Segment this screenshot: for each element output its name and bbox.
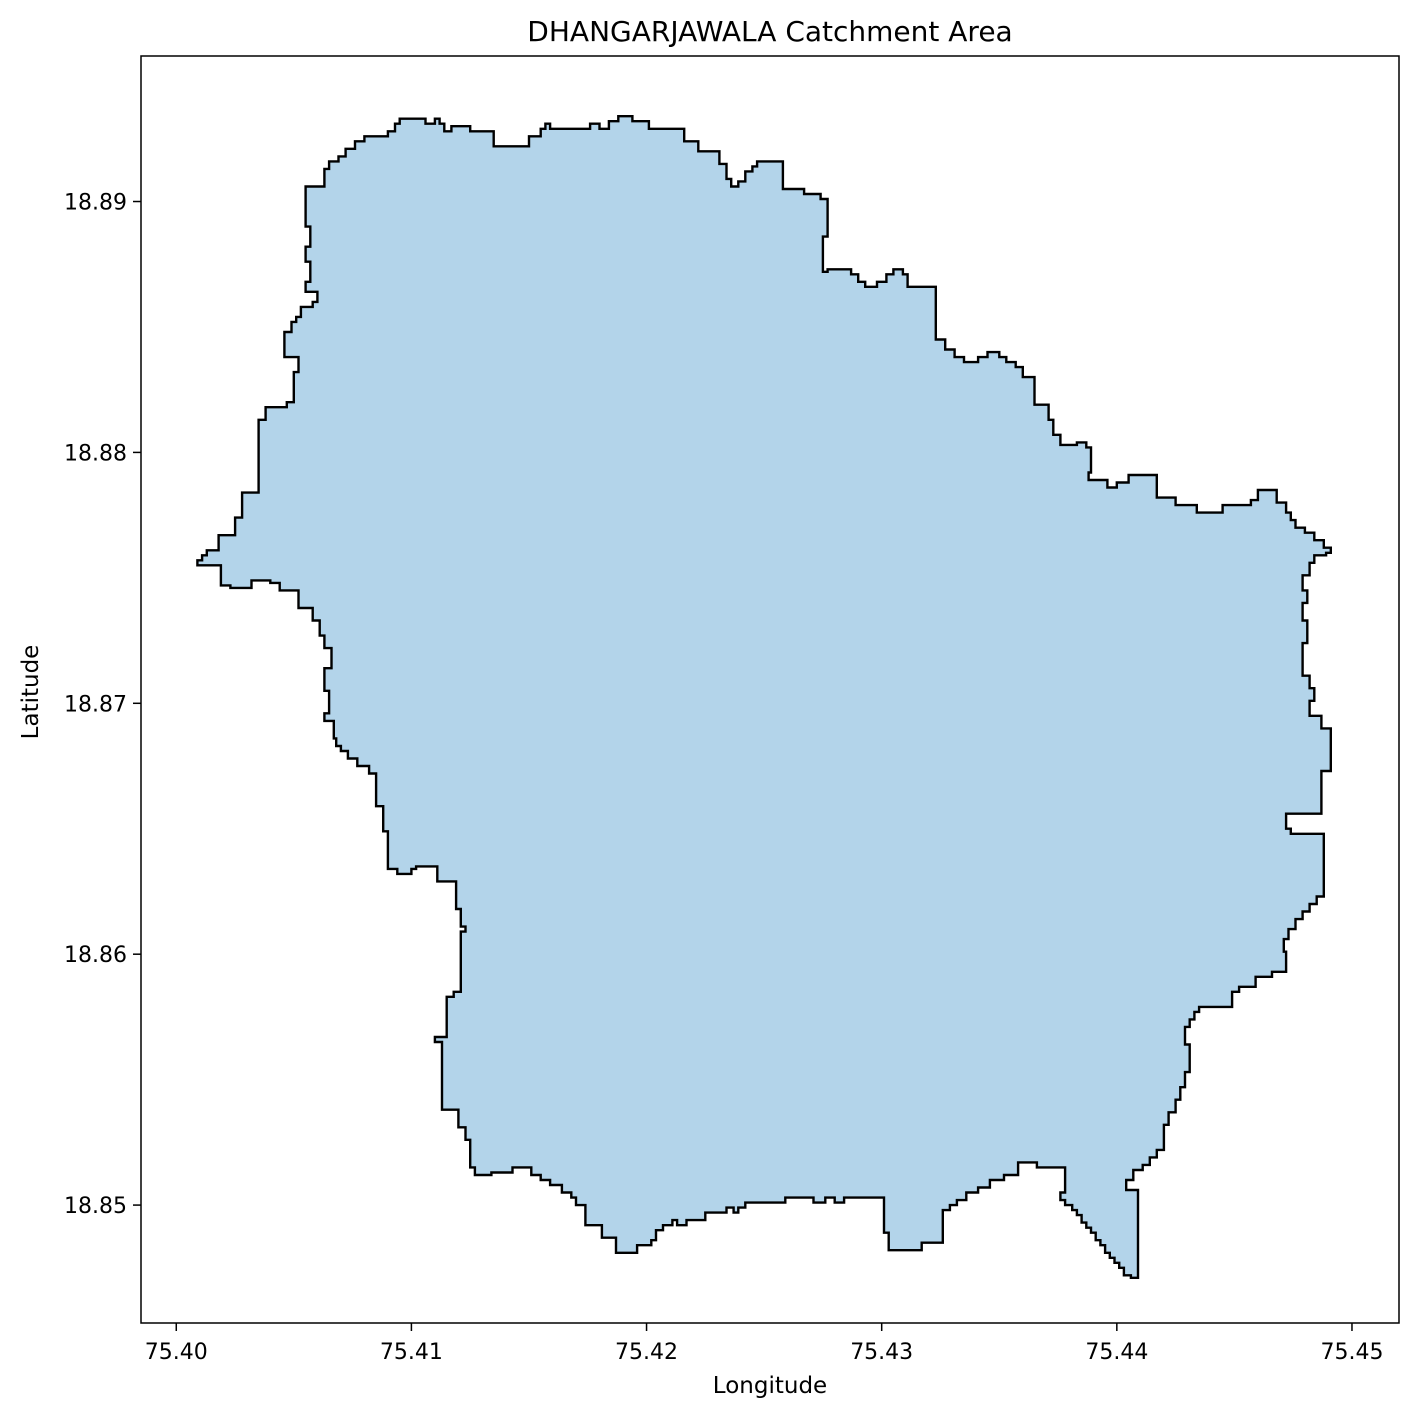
y-axis: 18.85 18.86 18.87 18.88 18.89 [64, 191, 141, 1219]
x-axis: 75.40 75.41 75.42 75.43 75.44 75.45 [145, 1323, 1383, 1365]
y-tick-label: 18.85 [64, 1194, 127, 1219]
x-tick-label: 75.42 [615, 1340, 678, 1365]
y-tick-label: 18.89 [64, 191, 127, 216]
map-title: DHANGARJAWALA Catchment Area [527, 15, 1012, 48]
y-axis-label: Latitude [18, 645, 44, 740]
x-axis-label: Longitude [713, 1373, 827, 1399]
x-tick-label: 75.40 [145, 1340, 208, 1365]
x-tick-label: 75.45 [1320, 1340, 1383, 1365]
x-tick-label: 75.41 [380, 1340, 443, 1365]
y-tick-label: 18.86 [64, 943, 127, 968]
y-tick-label: 18.88 [64, 441, 127, 466]
x-tick-label: 75.44 [1085, 1340, 1148, 1365]
x-tick-label: 75.43 [850, 1340, 913, 1365]
y-tick-label: 18.87 [64, 692, 127, 717]
catchment-polygon [196, 115, 1332, 1279]
axes-frame [140, 55, 1400, 1324]
plot-area [140, 55, 1400, 1324]
